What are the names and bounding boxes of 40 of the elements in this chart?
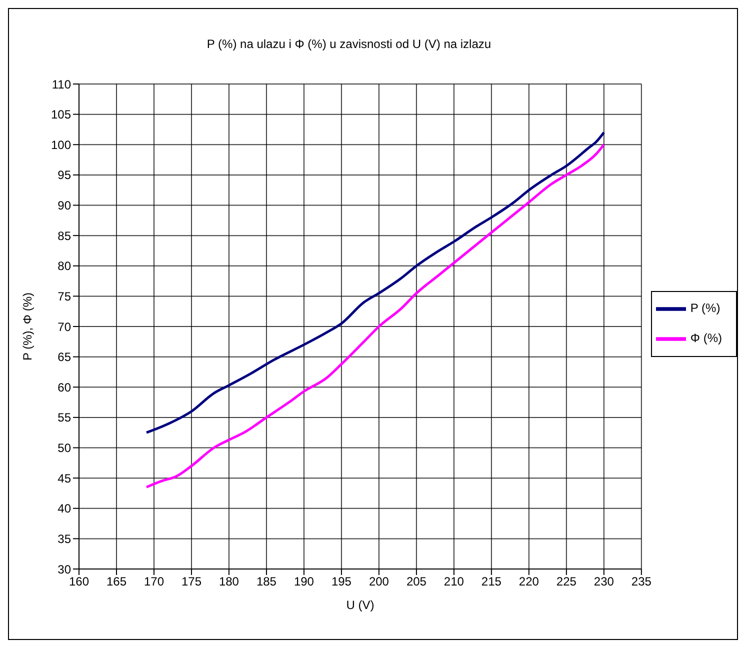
y-tick-label: 45 <box>58 471 72 486</box>
y-tick-label: 35 <box>58 532 72 546</box>
y-tick-label: 105 <box>50 108 72 122</box>
x-tick-label: 225 <box>556 574 577 589</box>
x-axis-title: U (V) <box>346 598 374 612</box>
y-tick-label: 60 <box>58 380 72 394</box>
y-tick-label: 70 <box>58 320 72 334</box>
chart-title: P (%) na ulazu i Φ (%) u zavisnosti od U (V) na izlazu <box>206 37 492 51</box>
x-tick-label: 220 <box>518 574 540 589</box>
y-tick-label: 65 <box>58 350 72 364</box>
x-tick-label: 230 <box>594 574 614 589</box>
y-tick-label: 40 <box>58 502 72 516</box>
x-tick-label: 180 <box>218 574 240 589</box>
x-tick-label: 175 <box>181 574 202 589</box>
y-tick-label: 100 <box>50 138 72 152</box>
y-tick-label: 50 <box>58 441 72 456</box>
y-tick-label: 80 <box>58 259 72 274</box>
line-series <box>145 131 606 434</box>
x-tick-label: 190 <box>294 574 314 589</box>
line-series <box>145 143 606 488</box>
x-tick-label: 160 <box>68 574 90 589</box>
y-tick-label: 95 <box>58 168 72 182</box>
y-tick-label: 90 <box>58 198 72 213</box>
x-tick-label: 170 <box>144 574 164 589</box>
x-tick-label: 205 <box>406 574 427 589</box>
y-tick-label: 75 <box>58 289 72 304</box>
y-tick-label: 55 <box>58 410 72 425</box>
x-tick-label: 195 <box>331 574 352 589</box>
x-tick-label: 165 <box>106 574 127 589</box>
x-tick-label: 235 <box>631 574 652 589</box>
legend-label: Φ (%) <box>690 331 722 346</box>
y-axis-title: P (%), Φ (%) <box>20 292 34 361</box>
y-tick-label: 85 <box>58 228 72 243</box>
x-tick-label: 185 <box>256 574 277 589</box>
x-tick-label: 215 <box>481 574 502 589</box>
x-tick-label: 200 <box>368 574 390 589</box>
y-tick-label: 110 <box>52 77 72 92</box>
x-tick-label: 210 <box>444 574 464 589</box>
legend-label: P (%) <box>690 301 720 316</box>
y-tick-label: 30 <box>58 562 72 576</box>
